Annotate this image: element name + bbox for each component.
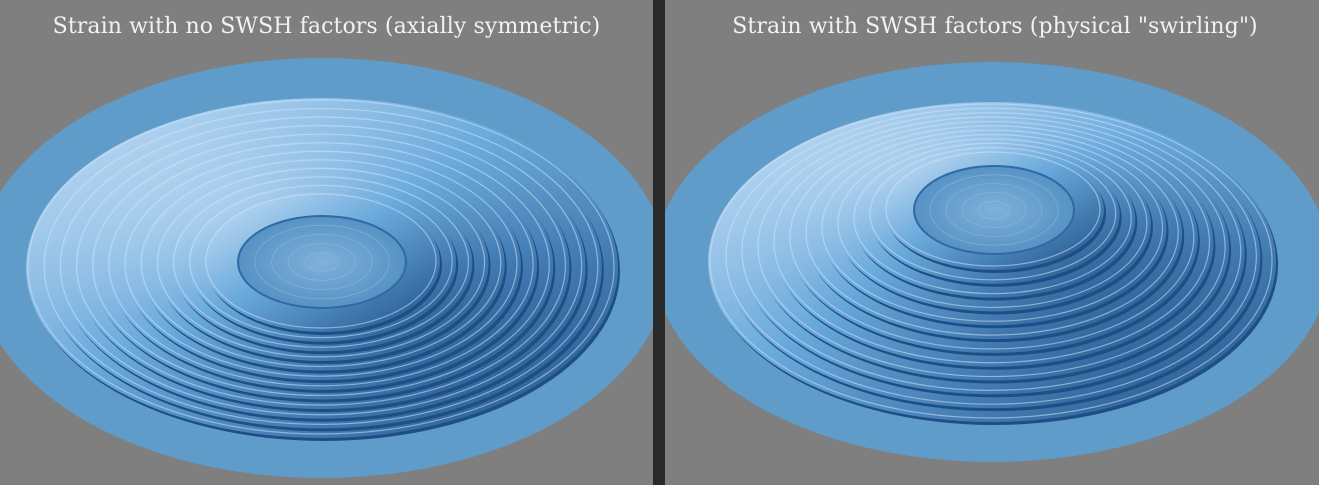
ridge-highlight [27, 99, 615, 435]
ridge-highlight [92, 133, 550, 397]
left-panel-caption: Strain with no SWSH factors (axially sym… [52, 14, 601, 39]
pool-ripple [929, 174, 1059, 246]
central-pool [913, 165, 1075, 255]
ridge-highlight [741, 112, 1242, 391]
ridge-highlight [773, 120, 1211, 364]
ridge-highlight [709, 103, 1273, 419]
central-pool [237, 215, 407, 309]
ridge-highlight [869, 147, 1117, 281]
ridge-highlight [189, 184, 453, 339]
pool-ripple [271, 233, 373, 290]
ridge-highlight [789, 125, 1195, 350]
ridge-highlight [805, 129, 1179, 336]
pool-ripple [945, 183, 1043, 237]
ridge-highlight [821, 133, 1164, 322]
ridge-highlight [43, 107, 599, 425]
ridge-highlight [75, 125, 567, 406]
pool-ripple [287, 243, 356, 281]
ridge-highlight [140, 159, 502, 368]
pool-ripple [304, 252, 340, 272]
left-panel: Strain with no SWSH factors (axially sym… [0, 0, 653, 485]
ridge-highlight [757, 116, 1226, 378]
ridge-highlight [108, 142, 534, 387]
ridge-highlight [156, 167, 486, 358]
ridge-highlight [885, 151, 1101, 267]
ridge-highlight [725, 107, 1257, 405]
pool-ripple [977, 200, 1011, 220]
ridge-highlight [853, 142, 1132, 295]
ridge-highlight [124, 150, 518, 377]
ridge-highlight [59, 116, 583, 416]
right-panel: Strain with SWSH factors (physical "swir… [665, 0, 1319, 485]
swirling-strain-surface [665, 62, 1319, 462]
right-panel-caption: Strain with SWSH factors (physical "swir… [732, 14, 1258, 39]
pool-ripple [961, 191, 1027, 228]
axisymmetric-strain-surface [0, 58, 653, 478]
ridge-highlight [173, 176, 469, 348]
ridge-highlight [837, 138, 1148, 309]
pool-ripple [254, 224, 390, 300]
ridge-highlight [205, 193, 437, 329]
panel-divider [653, 0, 665, 485]
